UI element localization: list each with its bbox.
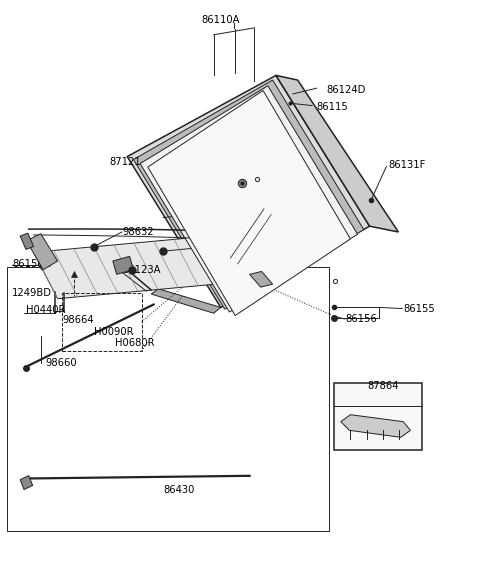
Text: 86124D: 86124D bbox=[326, 85, 366, 95]
Polygon shape bbox=[250, 271, 273, 287]
Polygon shape bbox=[127, 75, 370, 307]
Text: H0090R: H0090R bbox=[94, 327, 133, 338]
Bar bbox=[334, 383, 422, 450]
Text: 1249BD: 1249BD bbox=[12, 288, 52, 298]
Polygon shape bbox=[20, 233, 34, 249]
Polygon shape bbox=[34, 232, 278, 299]
Polygon shape bbox=[140, 86, 358, 312]
Polygon shape bbox=[26, 234, 58, 270]
Polygon shape bbox=[148, 90, 350, 316]
Text: 98664: 98664 bbox=[62, 315, 94, 325]
Text: 86123A: 86123A bbox=[122, 264, 161, 275]
Polygon shape bbox=[341, 415, 410, 437]
Text: 86156: 86156 bbox=[346, 314, 377, 324]
Text: 86110A: 86110A bbox=[202, 15, 240, 26]
Bar bbox=[7, 267, 329, 531]
Text: 86131F: 86131F bbox=[389, 160, 426, 171]
Bar bbox=[62, 293, 142, 351]
Text: 87864: 87864 bbox=[367, 380, 399, 391]
Polygon shape bbox=[276, 75, 398, 232]
Text: 86150A: 86150A bbox=[12, 259, 50, 269]
Polygon shape bbox=[151, 289, 221, 313]
Polygon shape bbox=[113, 256, 133, 274]
Text: 98632: 98632 bbox=[122, 227, 154, 237]
Text: 86153: 86153 bbox=[221, 206, 252, 217]
Polygon shape bbox=[20, 476, 33, 490]
Text: 98631A: 98631A bbox=[202, 241, 240, 252]
Polygon shape bbox=[133, 80, 364, 309]
Text: 87121: 87121 bbox=[110, 157, 142, 168]
Text: 86155: 86155 bbox=[403, 303, 435, 314]
Text: 98660: 98660 bbox=[46, 357, 77, 368]
Text: 86430: 86430 bbox=[163, 485, 194, 495]
Text: 86115: 86115 bbox=[317, 102, 348, 113]
Text: H0680R: H0680R bbox=[115, 338, 155, 349]
Text: H0440R: H0440R bbox=[26, 305, 66, 316]
